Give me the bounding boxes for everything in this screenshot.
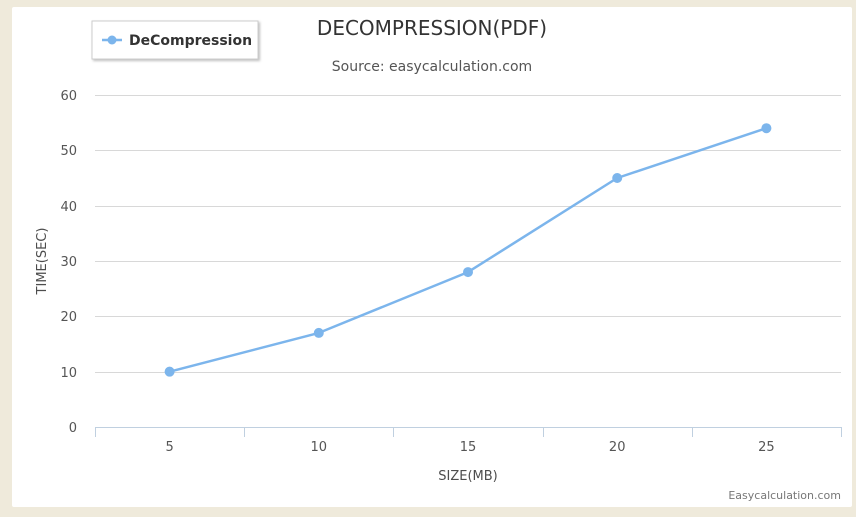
series-line	[169, 127, 767, 373]
y-tick-label: 40	[60, 200, 77, 215]
x-tick-label: 20	[609, 440, 626, 455]
grid-lines	[95, 95, 841, 373]
y-tick-label: 50	[60, 144, 77, 159]
chart-panel	[12, 7, 852, 507]
x-tick-label: 25	[758, 440, 775, 455]
data-point[interactable]	[313, 327, 324, 338]
x-axis-title: SIZE(MB)	[438, 469, 497, 484]
legend-symbol-marker	[107, 35, 117, 45]
x-tick-label: 10	[311, 440, 328, 455]
credits-link[interactable]: Easycalculation.com	[728, 489, 841, 502]
data-point[interactable]	[612, 173, 623, 183]
x-tick-label: 5	[165, 440, 173, 455]
legend-item-decompression[interactable]: DeCompression	[129, 33, 252, 49]
y-tick-label: 20	[60, 310, 77, 325]
y-axis-title: TIME(SEC)	[35, 228, 50, 296]
series-decompression	[164, 123, 772, 377]
data-point[interactable]	[164, 366, 175, 377]
y-tick-label: 60	[60, 89, 77, 104]
y-axis-tick-labels: 0 10 20 30 40 50 60	[60, 89, 77, 436]
x-axis-tick-labels: 5 10 15 20 25	[165, 440, 774, 455]
x-axis	[95, 427, 842, 437]
legend[interactable]: DeCompression	[91, 20, 259, 60]
data-point[interactable]	[463, 267, 473, 278]
y-tick-label: 30	[60, 255, 77, 270]
y-tick-label: 10	[60, 366, 77, 381]
y-tick-label: 0	[69, 421, 77, 436]
data-point[interactable]	[761, 123, 772, 134]
chart-subtitle: Source: easycalculation.com	[332, 59, 532, 75]
x-tick-label: 15	[460, 440, 477, 455]
chart-title: DECOMPRESSION(PDF)	[317, 16, 547, 40]
